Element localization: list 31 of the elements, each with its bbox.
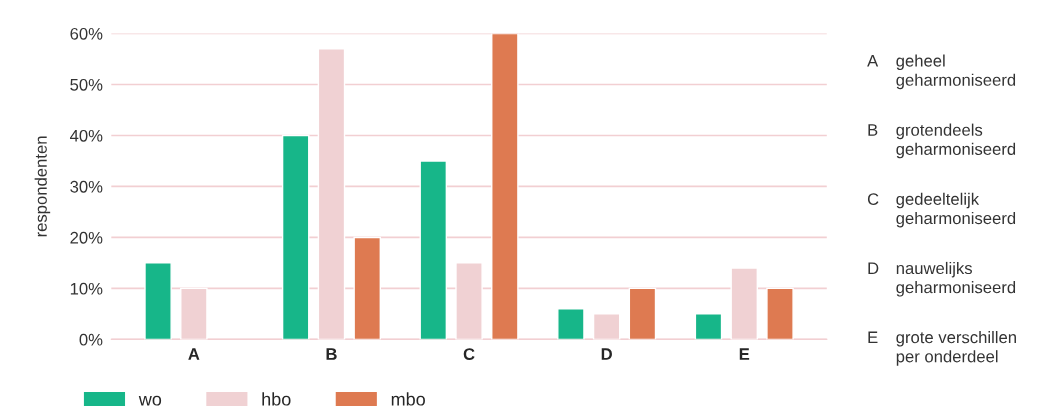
y-tick-label: 40% [69,129,103,142]
bar [694,313,723,340]
x-tick-label: D [601,348,612,360]
bar [557,308,585,340]
text: C gedeeltelijk geharmoniseerd [867,192,1016,228]
bar [144,262,172,340]
y-tick-label: 10% [70,282,103,295]
text: D nauwelijks geharmoniseerd [868,261,1016,297]
y-tick-label: 20% [70,231,103,244]
bar [592,313,621,340]
bar [491,33,519,340]
bar [281,134,310,340]
text: B grotendeels geharmoniseerd [868,123,1016,159]
bar [419,160,448,340]
bar [766,287,794,340]
y-tick-label: 50% [70,78,103,91]
x-tick-label: C [463,348,475,360]
text: A geheel geharmoniseerd [867,54,1016,90]
legend-label: wo [138,395,162,406]
y-axis-title: respondenten [34,136,51,237]
x-tick-label: A [188,348,200,360]
x-tick-label: B [326,348,337,360]
x-tick-label: E [739,348,750,360]
y-tick-label: 30% [70,180,103,193]
y-tick-label: 60% [70,27,103,40]
bar [353,236,381,340]
y-tick-label: 0% [79,333,103,346]
legend-label: hbo [262,392,291,406]
legend-label: mbo [391,392,425,406]
bar [628,287,657,340]
text: E grote verschillen per onderdeel [868,331,1016,366]
